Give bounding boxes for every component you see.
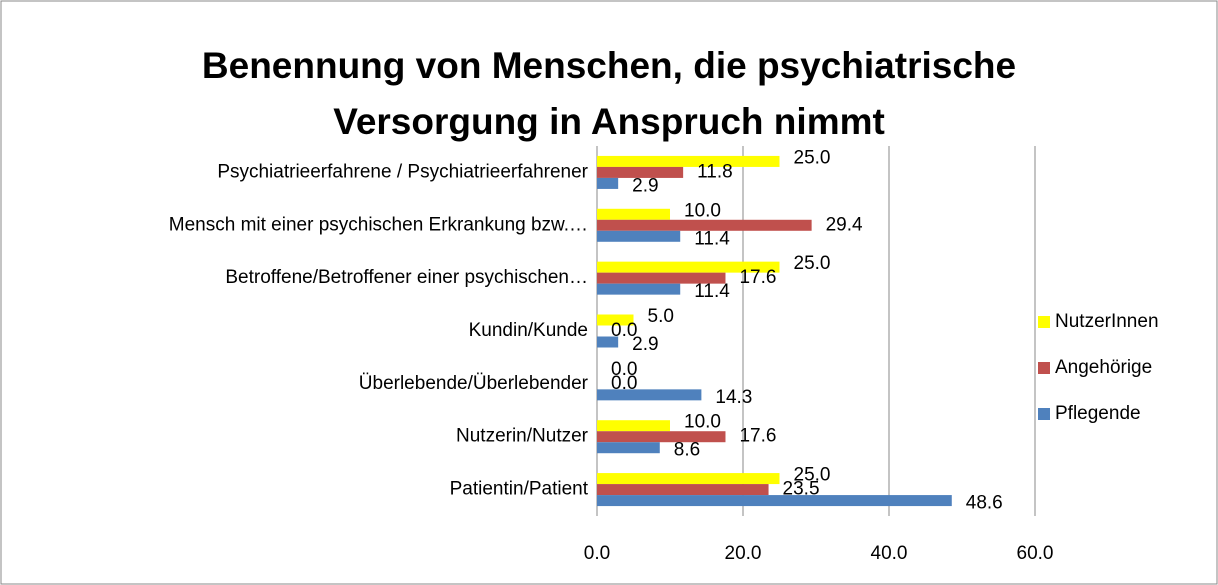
bar (597, 314, 634, 326)
bar (597, 261, 780, 273)
data-label: 2.9 (632, 175, 658, 196)
x-tick-label: 60.0 (1017, 543, 1054, 564)
data-label: 14.3 (715, 387, 752, 408)
data-label: 10.0 (684, 412, 721, 433)
data-label: 11.4 (694, 228, 730, 249)
bar (597, 283, 681, 295)
legend-label: Angehörige (1055, 357, 1152, 378)
x-tick-label: 40.0 (871, 543, 908, 564)
bar (597, 208, 670, 220)
bar (597, 336, 619, 348)
bar (597, 219, 812, 231)
data-label: 0.0 (611, 320, 637, 341)
data-label: 25.0 (794, 465, 831, 486)
legend-swatch (1038, 316, 1050, 328)
legend-swatch (1038, 362, 1050, 374)
chart-title: Benennung von Menschen, die psychiatrisc… (201, 45, 1017, 142)
bar (597, 166, 684, 178)
bar (597, 155, 780, 167)
y-tick-label: Nutzerin/Nutzer (456, 426, 589, 447)
data-label: 0.0 (611, 373, 637, 394)
bar (597, 177, 619, 189)
y-tick-label: Patientin/Patient (450, 479, 589, 500)
data-label: 5.0 (648, 306, 674, 327)
bar (597, 442, 660, 454)
data-label: 48.6 (966, 493, 1003, 514)
y-tick-label: Überlebende/Überlebender (359, 373, 589, 394)
y-tick-label: Betroffene/Betroffener einer psychischen… (225, 267, 588, 288)
bar (597, 484, 769, 496)
data-label: 17.6 (739, 426, 776, 447)
title-box: Benennung von Menschen, die psychiatrisc… (0, 38, 1218, 150)
data-label: 23.5 (783, 479, 820, 500)
data-label: 25.0 (794, 253, 831, 274)
data-label: 11.4 (694, 281, 730, 302)
data-label: 25.0 (794, 147, 831, 168)
data-label: 17.6 (739, 267, 776, 288)
data-label: 29.4 (826, 214, 863, 235)
bar (597, 230, 681, 242)
data-label: 10.0 (684, 200, 721, 221)
bar (597, 431, 726, 443)
data-label: 11.8 (697, 161, 733, 182)
legend-label: Pflegende (1055, 403, 1141, 424)
y-tick-label: Kundin/Kunde (469, 320, 588, 341)
data-label: 2.9 (632, 334, 658, 355)
bar (597, 389, 702, 401)
data-label: 8.6 (674, 440, 700, 461)
y-tick-label: Psychiatrieerfahrene / Psychiatrieerfahr… (217, 161, 588, 182)
legend-label: NutzerInnen (1055, 311, 1159, 332)
bar (597, 420, 670, 432)
x-tick-label: 20.0 (725, 543, 762, 564)
legend-swatch (1038, 408, 1050, 420)
bar (597, 272, 726, 284)
y-tick-label: Mensch mit einer psychischen Erkrankung … (169, 214, 588, 235)
bar (597, 495, 952, 507)
x-tick-label: 0.0 (584, 543, 610, 564)
bar (597, 473, 780, 485)
data-label: 0.0 (611, 359, 637, 380)
